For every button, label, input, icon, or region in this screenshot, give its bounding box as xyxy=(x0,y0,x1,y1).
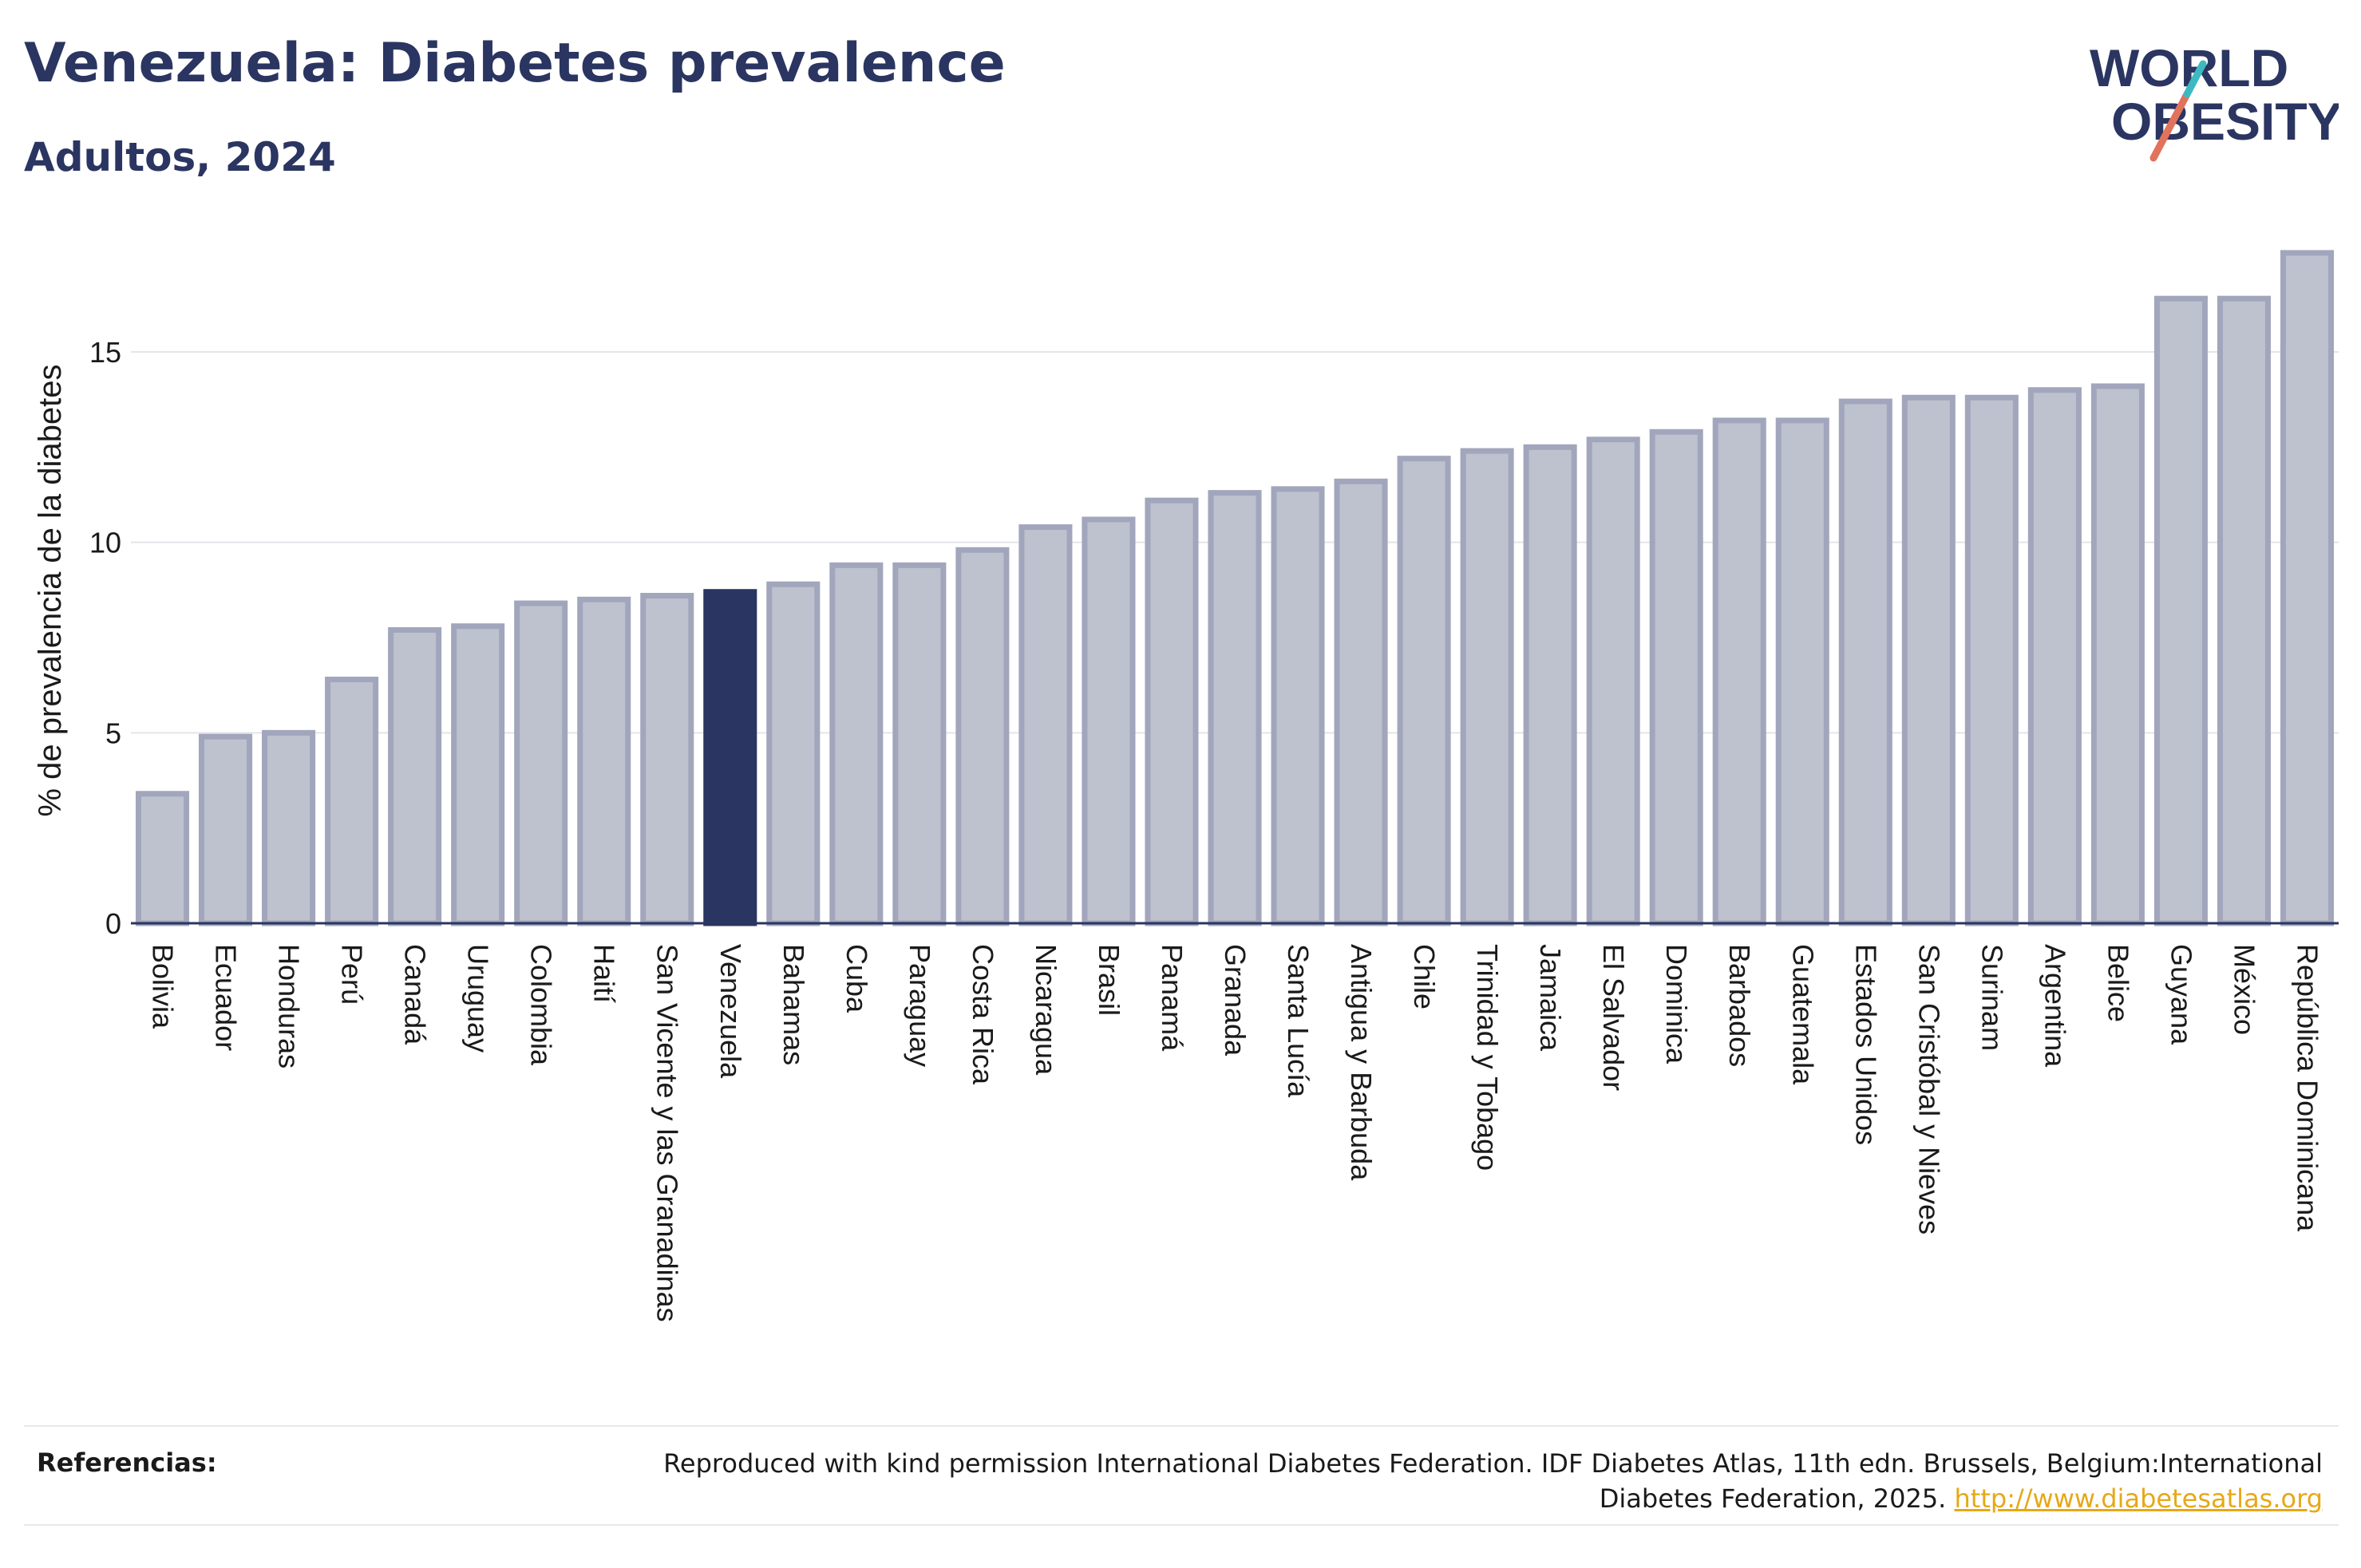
bar-estados-unidos[interactable] xyxy=(1838,398,1892,926)
references-text: Reproduced with kind permission Internat… xyxy=(647,1446,2323,1516)
bar-san-vicente-y-las-granadinas[interactable] xyxy=(640,592,694,926)
x-tick-label: Cuba xyxy=(840,944,873,1013)
x-tick-label: Trinidad y Tobago xyxy=(1471,944,1504,1171)
bar-surinam[interactable] xyxy=(1964,394,2019,926)
bar-el-salvador[interactable] xyxy=(1586,436,1640,926)
x-tick-label: Ecuador xyxy=(210,944,243,1051)
x-tick-label: República Dominicana xyxy=(2291,944,2323,1232)
x-tick-label: Barbados xyxy=(1723,944,1756,1067)
x-tick-label: Guyana xyxy=(2165,944,2197,1045)
x-tick-label: El Salvador xyxy=(1597,944,1630,1091)
x-tick-label: Argentina xyxy=(2039,944,2071,1068)
x-tick-label: San Vicente y las Granadinas xyxy=(651,944,684,1322)
bar-m-xico[interactable] xyxy=(2217,295,2271,926)
bar-guyana[interactable] xyxy=(2153,295,2208,926)
chart-subtitle: Adultos, 2024 xyxy=(24,134,336,180)
y-axis-label: % de prevalencia de la diabetes xyxy=(33,364,68,816)
bar-honduras[interactable] xyxy=(262,729,316,926)
bar-layer xyxy=(131,250,2339,926)
x-tick-label: Santa Lucía xyxy=(1282,944,1315,1098)
bar-chile[interactable] xyxy=(1397,456,1451,926)
x-tick-label: Bahamas xyxy=(777,944,810,1065)
y-tick-label: 0 xyxy=(105,907,121,940)
bar-san-crist-bal-y-nieves[interactable] xyxy=(1901,394,1956,926)
world-obesity-logo: WORLD OBESITY xyxy=(2090,38,2339,162)
bar-rep-blica-dominicana[interactable] xyxy=(2280,250,2335,926)
bar-santa-luc-a[interactable] xyxy=(1271,486,1325,926)
tick-layer: 0 5 10 15 xyxy=(89,336,121,940)
y-tick-label: 10 xyxy=(89,527,121,559)
x-tick-label: Bolivia xyxy=(147,944,180,1029)
bar-ecuador[interactable] xyxy=(199,733,253,926)
x-tick-label: Nicaragua xyxy=(1030,944,1062,1076)
y-tick-label: 5 xyxy=(105,717,121,749)
bar-antigua-y-barbuda[interactable] xyxy=(1334,478,1388,926)
bar-panam-[interactable] xyxy=(1145,497,1199,926)
bar-nicaragua[interactable] xyxy=(1018,524,1073,926)
x-tick-label: Antigua y Barbuda xyxy=(1345,944,1378,1181)
x-tick-label: Venezuela xyxy=(714,944,747,1079)
bar-paraguay[interactable] xyxy=(892,562,947,926)
references-bottom-divider xyxy=(24,1524,2339,1526)
bar-trinidad-y-tobago[interactable] xyxy=(1460,448,1514,926)
x-tick-label: Haití xyxy=(588,944,621,1003)
references-link[interactable]: http://www.diabetesatlas.org xyxy=(1954,1483,2323,1514)
x-tick-label: Costa Rica xyxy=(967,944,999,1085)
x-tick-label: Granada xyxy=(1219,944,1252,1057)
x-tick-label: Dominica xyxy=(1660,944,1693,1064)
bar-argentina[interactable] xyxy=(2027,387,2082,926)
bar-uruguay[interactable] xyxy=(451,623,505,926)
chart-title: Venezuela: Diabetes prevalence xyxy=(24,32,1006,95)
bar-jamaica[interactable] xyxy=(1523,444,1577,926)
bar-dominica[interactable] xyxy=(1649,429,1703,926)
x-label-layer: Bolivia Ecuador Honduras Perú Canadá Uruguay C… xyxy=(147,944,2324,1322)
x-tick-label: Uruguay xyxy=(462,944,495,1053)
x-tick-label: Jamaica xyxy=(1534,944,1567,1052)
bar-bahamas[interactable] xyxy=(766,581,821,926)
bar-cuba[interactable] xyxy=(829,562,884,926)
x-tick-label: Perú xyxy=(336,944,369,1005)
x-tick-label: Colombia xyxy=(525,944,558,1066)
x-tick-label: San Cristóbal y Nieves xyxy=(1912,944,1945,1234)
x-tick-label: Estados Unidos xyxy=(1849,944,1882,1145)
bar-brasil[interactable] xyxy=(1082,516,1136,926)
y-tick-label: 15 xyxy=(89,336,121,369)
references-citation: Reproduced with kind permission Internat… xyxy=(663,1448,2323,1514)
x-tick-label: México xyxy=(2228,944,2260,1035)
x-tick-label: Surinam xyxy=(1975,944,2008,1051)
x-tick-label: Chile xyxy=(1408,944,1441,1009)
bar-colombia[interactable] xyxy=(514,600,568,926)
x-tick-label: Honduras xyxy=(273,944,306,1068)
references-top-divider xyxy=(24,1425,2339,1427)
bar-per-[interactable] xyxy=(325,677,379,926)
bar-venezuela[interactable] xyxy=(703,589,757,926)
bar-barbados[interactable] xyxy=(1712,417,1766,926)
x-tick-label: Guatemala xyxy=(1786,944,1819,1085)
logo-word-obesity: OBESITY xyxy=(2111,92,2339,151)
bar-belice[interactable] xyxy=(2090,383,2145,926)
x-tick-label: Canadá xyxy=(399,944,432,1045)
bar-costa-rica[interactable] xyxy=(955,547,1010,926)
references-label: Referencias: xyxy=(37,1448,217,1478)
x-tick-label: Brasil xyxy=(1093,944,1125,1016)
x-tick-label: Belice xyxy=(2102,944,2134,1022)
bar-guatemala[interactable] xyxy=(1775,417,1829,926)
x-tick-label: Paraguay xyxy=(904,944,936,1067)
x-tick-label: Panamá xyxy=(1156,944,1188,1052)
bar-bolivia[interactable] xyxy=(135,791,190,926)
bar-canad-[interactable] xyxy=(388,626,442,926)
bar-hait-[interactable] xyxy=(577,596,631,926)
bar-granada[interactable] xyxy=(1208,490,1262,926)
